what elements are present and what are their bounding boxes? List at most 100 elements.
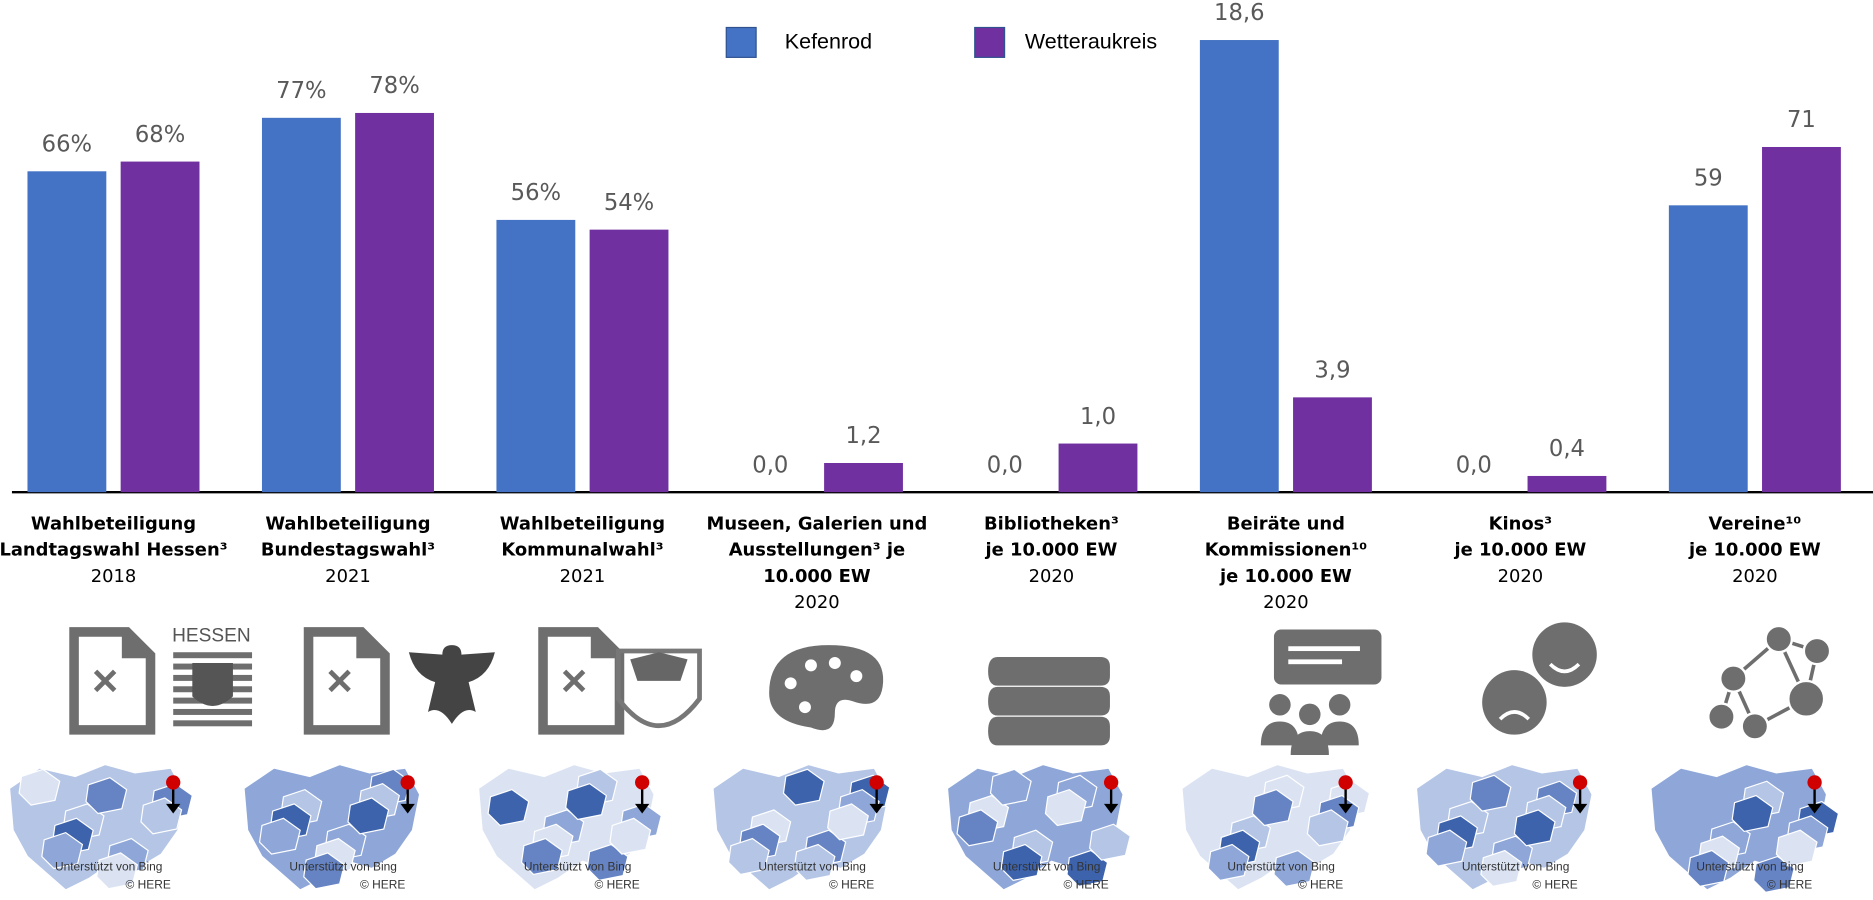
value-label: 78%	[369, 73, 419, 99]
bar	[355, 112, 434, 493]
map-region	[1000, 843, 1043, 882]
map-copyright: © HERE	[1298, 877, 1343, 891]
legend-swatch	[725, 26, 757, 58]
map-region	[565, 782, 608, 821]
network-node	[1787, 679, 1826, 718]
map: Unterstützt von Bing © HERE	[712, 763, 891, 891]
palette-dot	[828, 657, 841, 669]
category-label: Beiräte und	[1227, 513, 1345, 534]
category-label: Wahlbeteiligung	[31, 513, 196, 534]
value-label: 77%	[276, 78, 326, 104]
map-credit: Unterstützt von Bing	[289, 859, 397, 873]
value-label: 71	[1787, 107, 1816, 133]
value-label: 66%	[42, 132, 92, 158]
map-region	[1731, 794, 1774, 833]
bar	[1058, 443, 1138, 493]
emblem-stripe	[173, 720, 253, 727]
map-region	[258, 817, 301, 855]
category-label: je 10.000 EW	[984, 540, 1117, 561]
bubble-line	[1288, 646, 1360, 652]
map-credit: Unterstützt von Bing	[524, 859, 632, 873]
bar	[824, 462, 903, 493]
category-label: 2020	[1029, 566, 1075, 587]
map-region	[1480, 849, 1523, 888]
bar	[589, 229, 669, 493]
category-label: je 10.000 EW	[1219, 566, 1352, 587]
x-mark	[93, 669, 117, 693]
bar	[1293, 397, 1372, 493]
map-region	[1687, 849, 1730, 888]
mask-smile	[1548, 662, 1581, 674]
network-node	[1802, 636, 1832, 666]
map-pin	[1338, 775, 1353, 790]
crest	[615, 648, 702, 728]
category-label: Vereine¹⁰	[1709, 513, 1802, 534]
map-region	[609, 817, 652, 855]
category-label: Kinos³	[1489, 513, 1553, 534]
map-pin	[166, 775, 181, 790]
map: Unterstützt von Bing © HERE	[1181, 763, 1371, 891]
map-copyright: © HERE	[360, 877, 405, 891]
book	[988, 686, 1110, 716]
map-pin	[869, 775, 884, 790]
bar	[1199, 40, 1279, 493]
map-region	[303, 852, 346, 890]
book	[988, 716, 1110, 746]
map-pin-arrow	[1807, 803, 1822, 814]
map-copyright: © HERE	[1063, 877, 1108, 891]
crest-fill	[630, 652, 688, 681]
person-head	[1328, 694, 1351, 716]
value-label: 56%	[511, 180, 561, 206]
category-label: Kommunalwahl³	[501, 540, 663, 561]
document-icon	[303, 627, 390, 735]
bubble-line	[1288, 659, 1343, 665]
map-region	[1425, 829, 1468, 867]
map-region	[96, 852, 139, 890]
map-copyright: © HERE	[595, 877, 640, 891]
map-pin-arrow	[1572, 803, 1588, 814]
person-body	[1290, 731, 1329, 755]
value-label: 1,0	[1080, 404, 1116, 430]
map-region	[1306, 809, 1349, 847]
map-credit: Unterstützt von Bing	[55, 859, 163, 873]
map-region	[1753, 855, 1795, 893]
value-label: 0,4	[1549, 436, 1585, 462]
value-label: 1,2	[845, 423, 881, 449]
mask-frown	[1498, 710, 1531, 721]
map-region	[520, 837, 563, 876]
map-pin-arrow	[869, 803, 884, 814]
bar	[1762, 146, 1841, 493]
value-label: 18,6	[1214, 0, 1265, 26]
map-region	[347, 797, 390, 835]
category-label: Kommissionen¹⁰	[1205, 540, 1368, 561]
category-label: 10.000 EW	[763, 566, 871, 587]
emblem-shield	[192, 662, 233, 706]
person-body	[1320, 721, 1359, 746]
map-credit: Unterstützt von Bing	[1696, 859, 1804, 873]
document-icon	[538, 627, 625, 735]
map-region	[956, 809, 999, 847]
category-label: 2020	[794, 592, 840, 613]
palette-dot	[850, 670, 863, 683]
value-label: 59	[1694, 166, 1723, 192]
map-pin-arrow	[166, 803, 181, 814]
map: Unterstützt von Bing © HERE	[243, 763, 421, 891]
category-label: Wahlbeteiligung	[500, 513, 665, 534]
category-label: je 10.000 EW	[1688, 540, 1821, 561]
legend-swatch	[974, 26, 1006, 58]
bar	[27, 171, 107, 493]
mask	[1482, 670, 1547, 735]
value-label: 0,0	[987, 452, 1023, 478]
map-region	[1469, 774, 1512, 812]
eagle	[408, 645, 495, 724]
person-head	[1269, 694, 1291, 716]
map-pin	[1807, 775, 1822, 790]
map-region	[1066, 849, 1109, 888]
palette	[769, 645, 884, 731]
category-label: Bibliotheken³	[984, 513, 1119, 534]
category-label: Bundestagswahl³	[261, 540, 435, 561]
map-copyright: © HERE	[126, 877, 171, 891]
map-pin	[400, 775, 415, 790]
x-mark	[562, 669, 586, 693]
icons: HESSEN	[69, 622, 1832, 755]
